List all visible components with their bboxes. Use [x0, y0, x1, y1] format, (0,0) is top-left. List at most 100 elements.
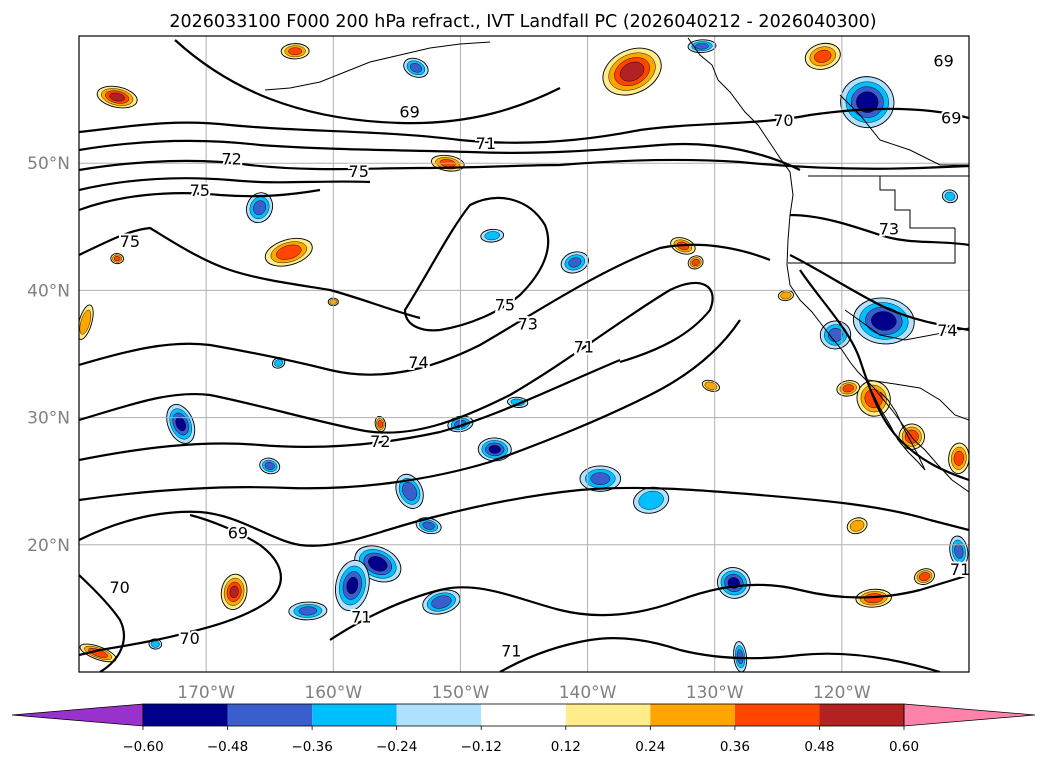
ivt-level-ring: [422, 521, 435, 530]
contour-74-inner: [403, 196, 550, 332]
ivt-level-ring: [274, 359, 283, 367]
ivt-anomaly-blob: [507, 396, 529, 408]
ivt-level-ring: [346, 576, 359, 595]
ivt-anomaly-blob: [477, 437, 512, 462]
colorbar-segment: [143, 704, 228, 726]
ivt-anomaly-blob: [804, 42, 841, 70]
colorbar-tick-label: 0.36: [720, 739, 750, 755]
us-mexico-border: [867, 379, 969, 421]
contour-label: 70: [773, 111, 793, 130]
state-border-3: [844, 309, 969, 341]
ivt-level-ring: [488, 445, 501, 454]
ivt-anomaly-blob: [687, 255, 704, 270]
colorbar-tick-label: 0.24: [635, 739, 665, 755]
ivt-anomaly-blob: [422, 589, 461, 615]
contour-label: 74: [408, 353, 428, 372]
map-frame: [78, 35, 970, 673]
ivt-anomaly-blob: [633, 486, 670, 514]
longitude-label: 170°W: [177, 683, 235, 703]
ivt-level-ring: [919, 572, 930, 581]
contour-70-north: [79, 107, 969, 144]
ivt-level-ring: [409, 63, 422, 73]
ivt-anomaly-blob: [602, 47, 662, 96]
ivt-anomaly-blob: [288, 601, 328, 621]
contour-label: 71: [950, 560, 970, 579]
contour-73-east: [789, 213, 969, 247]
colorbar-tick-label: −0.12: [461, 739, 502, 755]
contour-73-band-lower: [79, 281, 714, 434]
longitude-label: 140°W: [559, 683, 617, 703]
ivt-anomaly-blob: [374, 415, 387, 432]
ivt-anomaly-blob: [395, 473, 424, 509]
ivt-level-ring: [619, 61, 645, 82]
ivt-anomaly-blob: [415, 517, 442, 535]
colorbar: −0.60 −0.48 −0.36 −0.24 −0.12 0.12 0.24 0.36 0.4…: [11, 703, 1036, 755]
ivt-anomaly-blob: [949, 535, 969, 567]
latitude-label: 30°N: [27, 409, 70, 429]
contour-71-south: [329, 573, 969, 641]
ivt-level-ring: [368, 556, 388, 572]
contour-72: [79, 158, 969, 172]
ivt-anomaly-blob: [79, 643, 117, 663]
colorbar-tick-label: −0.48: [207, 739, 248, 755]
ivt-level-ring: [638, 490, 664, 510]
longitude-label: 160°W: [304, 683, 362, 703]
ivt-level-ring: [253, 200, 266, 216]
contour-71-southeast: [499, 636, 941, 672]
colorbar-frame: [142, 703, 905, 727]
ivt-level-ring: [276, 244, 302, 260]
ivt-anomaly-blob: [777, 289, 794, 302]
state-border-2: [879, 176, 955, 229]
ivt-anomaly-blob: [480, 228, 505, 243]
ivt-level-ring: [298, 606, 318, 616]
ivt-anomaly-blob: [264, 237, 313, 267]
ivt-anomaly-blob: [914, 568, 935, 585]
colorbar-tick-label: 0.60: [889, 739, 919, 755]
ivt-level-ring: [510, 398, 525, 406]
ivt-level-ring: [849, 519, 865, 532]
colorbar-extend-low: [11, 703, 144, 727]
contour-75-a: [79, 177, 371, 192]
contour-69-south: [79, 513, 282, 657]
longitude-axis-labels: 170°W 160°W 150°W 140°W 130°W 120°W: [177, 683, 871, 703]
ivt-anomaly-blob: [220, 573, 248, 611]
ivt-level-ring: [264, 461, 275, 470]
contour-70-south: [79, 486, 969, 547]
contour-label: 75: [190, 181, 210, 200]
contour-75-b: [79, 188, 321, 212]
colorbar-tick-label: 0.12: [551, 739, 581, 755]
contour-label: 71: [476, 134, 496, 153]
ivt-level-ring: [871, 311, 897, 331]
ivt-level-ring: [79, 309, 92, 335]
colorbar-segment: [481, 704, 566, 726]
contour-label: 72: [370, 432, 390, 451]
ivt-anomaly-blob: [855, 588, 892, 608]
contour-label: 69: [399, 102, 419, 121]
colorbar-segment: [565, 704, 651, 726]
ivt-anomaly-blob: [259, 457, 281, 475]
colorbar-segment: [396, 704, 482, 726]
contour-69-north: [174, 39, 561, 125]
colorbar-segment: [734, 704, 820, 726]
longitude-label: 130°W: [686, 683, 744, 703]
contour-label: 69: [941, 109, 961, 128]
contour-73-band-upper: [79, 243, 771, 376]
contour-label: 71: [574, 338, 594, 357]
ivt-anomaly-blob: [687, 39, 717, 54]
map-panel: 69 70 696972717575757375737174747269707071…: [78, 35, 970, 673]
ivt-level-ring: [814, 49, 832, 63]
ivt-anomaly-blob: [96, 85, 138, 109]
colorbar-tick-label: −0.36: [291, 739, 332, 755]
latitude-label: 20°N: [27, 536, 70, 556]
colorbar-segment: [312, 704, 397, 726]
ivt-level-ring: [590, 472, 611, 485]
longitude-label: 120°W: [813, 683, 871, 703]
ivt-shading-layer: [79, 39, 969, 672]
ivt-anomaly-blob: [280, 43, 310, 60]
contour-71-band: [79, 319, 741, 502]
contour-label: 71: [501, 642, 521, 661]
ivt-anomaly-blob: [846, 517, 868, 535]
colorbar-segment: [650, 704, 735, 726]
colorbar-segment: [227, 704, 313, 726]
